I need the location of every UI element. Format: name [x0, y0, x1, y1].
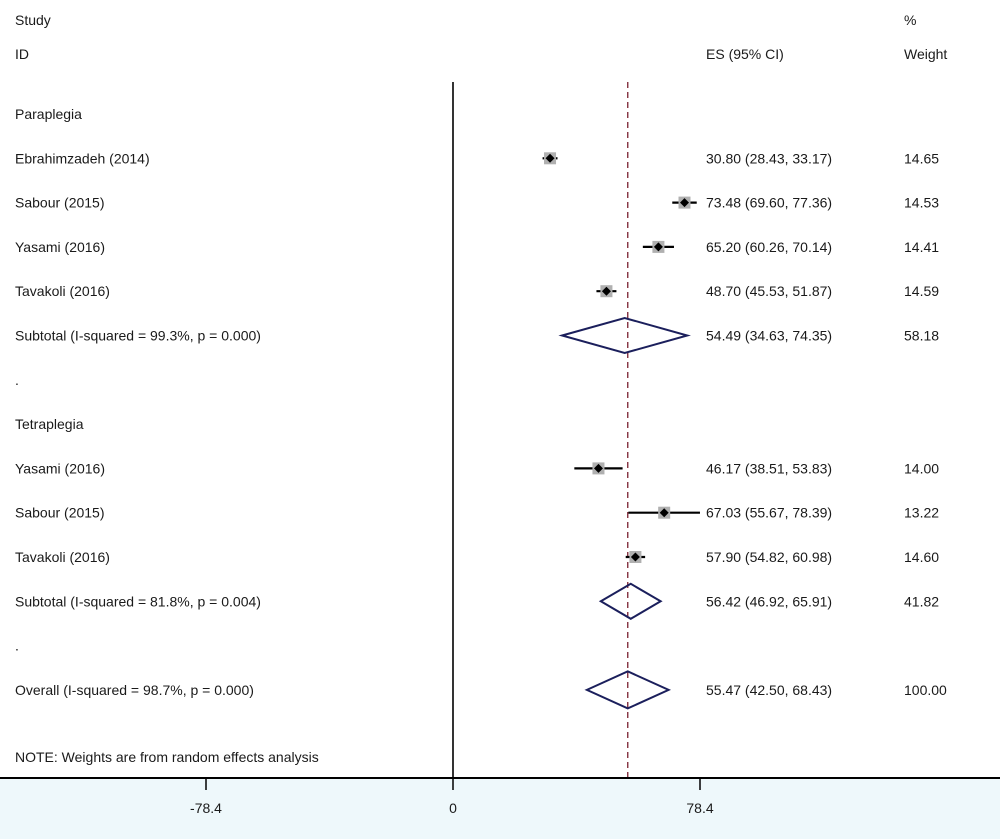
study-label: Yasami (2016) [15, 460, 105, 476]
study-label: Tavakoli (2016) [15, 549, 110, 565]
header-weight: Weight [904, 46, 947, 62]
forest-rows: Paraplegia Ebrahimzadeh (2014) 30.80 (28.4… [15, 82, 947, 778]
study-label: Yasami (2016) [15, 239, 105, 255]
study-label: Sabour (2015) [15, 505, 105, 521]
point-estimate [593, 463, 603, 473]
point-estimate [545, 153, 555, 163]
subtotal-diamond [598, 582, 663, 620]
axis-tick-label: -78.4 [190, 800, 222, 816]
point-estimate [630, 552, 640, 562]
effect-size-text: 57.90 (54.82, 60.98) [706, 549, 832, 565]
study-label: Tavakoli (2016) [15, 283, 110, 299]
weight-text: 14.65 [904, 150, 939, 166]
blank-label: . [15, 638, 19, 654]
header-id: ID [15, 46, 29, 62]
overall-diamond [584, 670, 672, 710]
group-label: Tetraplegia [15, 416, 84, 432]
axis-tick-label: 0 [449, 800, 457, 816]
weight-text: 100.00 [904, 682, 947, 698]
effect-size-text: 65.20 (60.26, 70.14) [706, 239, 832, 255]
effect-size-text: 54.49 (34.63, 74.35) [706, 328, 832, 344]
weight-text: 58.18 [904, 328, 939, 344]
subtotal-label: Subtotal (I-squared = 81.8%, p = 0.004) [15, 593, 261, 609]
point-estimate [679, 198, 689, 208]
effect-size-text: 48.70 (45.53, 51.87) [706, 283, 832, 299]
weight-text: 14.53 [904, 195, 939, 211]
weight-text: 14.60 [904, 549, 939, 565]
weight-text: 14.41 [904, 239, 939, 255]
group-label: Paraplegia [15, 106, 82, 122]
header-es: ES (95% CI) [706, 46, 784, 62]
point-estimate [601, 286, 611, 296]
point-estimate [659, 508, 669, 518]
overall-label: Overall (I-squared = 98.7%, p = 0.000) [15, 682, 254, 698]
weight-text: 14.00 [904, 460, 939, 476]
weight-text: 13.22 [904, 505, 939, 521]
header-weight-percent: % [904, 12, 916, 28]
axis-band [0, 778, 1000, 839]
subtotal-label: Subtotal (I-squared = 99.3%, p = 0.000) [15, 328, 261, 344]
blank-label: . [15, 372, 19, 388]
axis-tick-label: 78.4 [686, 800, 713, 816]
x-axis: -78.4 0 78.4 [0, 777, 1000, 816]
effect-size-text: 67.03 (55.67, 78.39) [706, 505, 832, 521]
footnote: NOTE: Weights are from random effects an… [15, 749, 319, 765]
effect-size-text: 30.80 (28.43, 33.17) [706, 150, 832, 166]
effect-size-text: 73.48 (69.60, 77.36) [706, 195, 832, 211]
study-label: Sabour (2015) [15, 195, 105, 211]
effect-size-text: 55.47 (42.50, 68.43) [706, 682, 832, 698]
subtotal-diamond [558, 316, 691, 355]
study-label: Ebrahimzadeh (2014) [15, 150, 150, 166]
effect-size-text: 56.42 (46.92, 65.91) [706, 593, 832, 609]
point-estimate [653, 242, 663, 252]
weight-text: 41.82 [904, 593, 939, 609]
weight-text: 14.59 [904, 283, 939, 299]
effect-size-text: 46.17 (38.51, 53.83) [706, 460, 832, 476]
header-study: Study [15, 12, 51, 28]
